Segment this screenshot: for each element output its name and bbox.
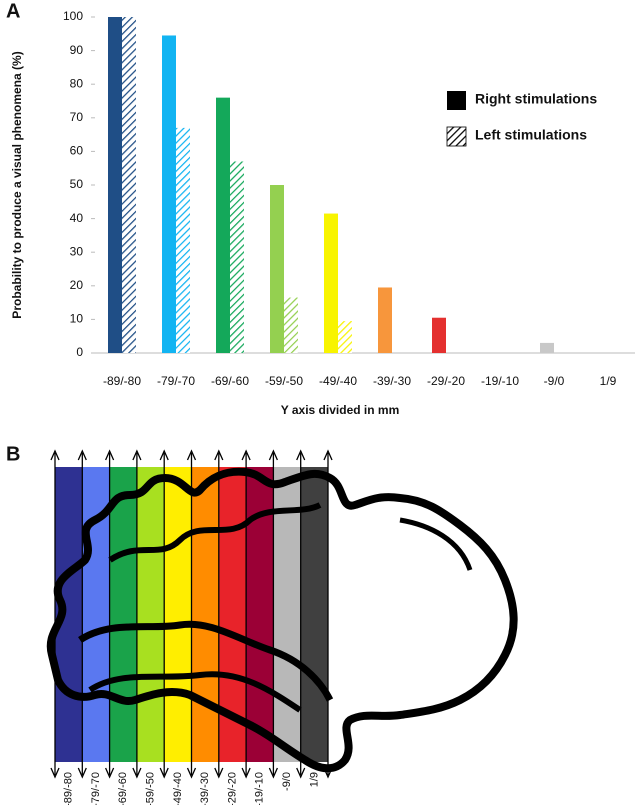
stripe	[137, 467, 164, 762]
y-tick-label: 80	[70, 76, 84, 90]
y-tick-label: 20	[70, 278, 84, 292]
stripe-label: -49/-40	[172, 772, 184, 805]
x-tick-label: -39/-30	[373, 374, 411, 388]
x-tick-label: 1/9	[600, 374, 617, 388]
panel-label: A	[6, 0, 20, 22]
legend-swatch	[447, 127, 466, 146]
y-tick-label: 60	[70, 144, 84, 158]
x-tick-label: -69/-60	[211, 374, 249, 388]
bar	[230, 161, 244, 353]
figure: A B Probability to produce a visual phen…	[0, 0, 639, 805]
legend-swatch	[447, 91, 466, 110]
bar	[338, 321, 352, 353]
bar	[324, 214, 338, 353]
stripe-label: -19/-10	[254, 772, 266, 805]
stripe-label: -89/-80	[63, 772, 75, 805]
bar	[378, 287, 392, 353]
x-tick-label: -19/-10	[481, 374, 519, 388]
y-tick-label: 40	[70, 211, 84, 225]
bar	[270, 185, 284, 353]
stripe-label: -39/-30	[199, 772, 211, 805]
y-tick-label: 30	[70, 244, 84, 258]
panel-label: B	[6, 443, 20, 465]
stripe-label: 1/9	[308, 772, 320, 787]
stripe-label: -9/0	[281, 772, 293, 791]
legend-label: Right stimulations	[475, 91, 597, 107]
legend-label: Left stimulations	[475, 127, 587, 143]
y-tick-label: 0	[76, 345, 83, 359]
bar	[216, 98, 230, 353]
stripe	[192, 467, 219, 762]
y-tick-label: 70	[70, 110, 84, 124]
y-tick-label: 100	[63, 9, 83, 23]
x-tick-label: -59/-50	[265, 374, 303, 388]
bar	[108, 17, 122, 353]
stripe-label: -59/-50	[144, 772, 156, 805]
y-tick-label: 10	[70, 312, 84, 326]
stripe-label: -29/-20	[226, 772, 238, 805]
bar	[162, 35, 176, 353]
bar	[122, 17, 136, 353]
x-tick-label: -79/-70	[157, 374, 195, 388]
y-tick-label: 90	[70, 43, 84, 57]
bar	[284, 298, 298, 353]
stripe	[110, 467, 137, 762]
y-axis-title: Probability to produce a visual phenomen…	[10, 51, 24, 318]
y-tick-label: 50	[70, 177, 84, 191]
bar	[432, 318, 446, 353]
bar	[540, 343, 554, 353]
x-tick-label: -49/-40	[319, 374, 357, 388]
x-tick-label: -89/-80	[103, 374, 141, 388]
stripe-label: -79/-70	[90, 772, 102, 805]
stripe-label: -69/-60	[117, 772, 129, 805]
x-axis-title: Y axis divided in mm	[281, 403, 400, 417]
x-tick-label: -29/-20	[427, 374, 465, 388]
x-tick-label: -9/0	[544, 374, 565, 388]
bar	[176, 128, 190, 353]
stripe	[164, 467, 191, 762]
